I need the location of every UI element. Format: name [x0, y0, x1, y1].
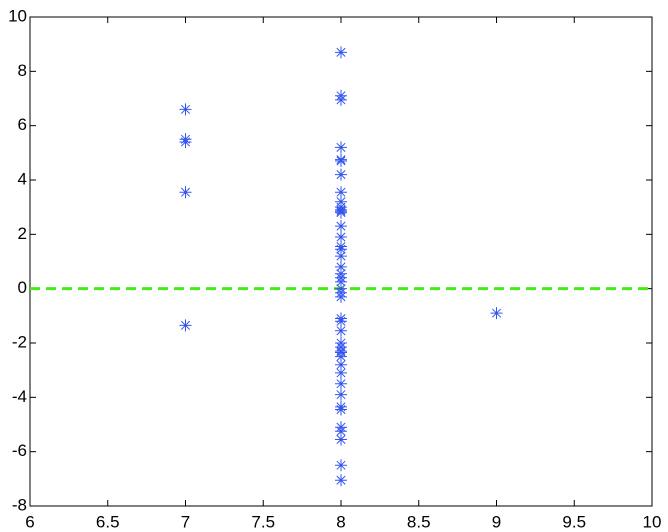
point: [335, 377, 347, 390]
point: [335, 315, 347, 328]
y-tick-label: 0: [18, 278, 27, 297]
x-tick-label: 8: [336, 512, 345, 531]
point: [335, 186, 347, 199]
y-tick-label: 10: [8, 6, 27, 25]
x-tick-label: 7: [181, 512, 190, 531]
point: [335, 168, 347, 181]
point: [335, 250, 347, 263]
point: [335, 425, 347, 438]
point: [335, 366, 347, 379]
y-tick-label: 2: [18, 224, 27, 243]
x-tick-label: 6.5: [96, 512, 120, 531]
point: [335, 403, 347, 416]
point: [335, 154, 347, 167]
point: [335, 260, 347, 273]
point: [335, 243, 347, 256]
point: [179, 186, 192, 199]
y-tick-label: -2: [12, 332, 27, 351]
point: [335, 141, 347, 154]
y-tick-label: -8: [12, 495, 27, 514]
point: [335, 388, 347, 401]
point: [335, 290, 347, 303]
point: [179, 135, 192, 148]
point: [335, 358, 347, 371]
y-tick-label: -4: [12, 387, 27, 406]
point: [335, 350, 347, 363]
y-tick-label: -6: [12, 441, 27, 460]
point: [335, 206, 347, 219]
y-tick-label: 8: [18, 61, 27, 80]
x-tick-label: 8.5: [407, 512, 431, 531]
point: [335, 93, 347, 106]
point: [335, 459, 347, 472]
point: [335, 324, 347, 337]
point: [179, 319, 192, 332]
x-tick-label: 9: [492, 512, 501, 531]
y-tick-label: 4: [18, 169, 27, 188]
x-tick-label: 7.5: [251, 512, 275, 531]
x-tick-label: 6: [25, 512, 34, 531]
x-tick-label: 9.5: [562, 512, 586, 531]
point: [179, 103, 192, 116]
y-tick-label: 6: [18, 115, 27, 134]
point: [490, 307, 503, 320]
point: [335, 231, 347, 244]
point: [335, 474, 347, 487]
point: [335, 46, 347, 59]
point: [335, 275, 347, 288]
point: [335, 433, 347, 446]
x-tick-label: 10: [643, 512, 662, 531]
point: [335, 220, 347, 233]
